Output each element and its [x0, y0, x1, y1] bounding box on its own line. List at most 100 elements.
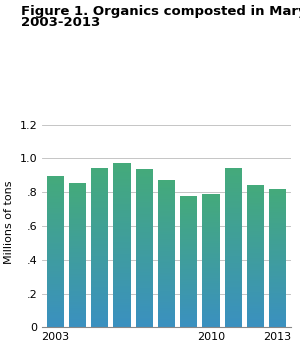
- Bar: [47, 188, 64, 189]
- Bar: [47, 199, 64, 200]
- Bar: [269, 326, 286, 327]
- Bar: [91, 181, 109, 182]
- Bar: [136, 188, 153, 189]
- Bar: [69, 274, 86, 275]
- Bar: [224, 224, 242, 225]
- Bar: [91, 171, 109, 172]
- Bar: [180, 234, 197, 235]
- Bar: [158, 286, 175, 287]
- Bar: [69, 241, 86, 242]
- Bar: [91, 219, 109, 220]
- Bar: [136, 238, 153, 239]
- Bar: [247, 310, 264, 311]
- Bar: [69, 271, 86, 272]
- Bar: [113, 316, 131, 317]
- Bar: [136, 175, 153, 176]
- Bar: [47, 177, 64, 178]
- Bar: [91, 226, 109, 227]
- Bar: [269, 309, 286, 310]
- Bar: [47, 301, 64, 302]
- Bar: [136, 214, 153, 215]
- Bar: [47, 287, 64, 288]
- Bar: [69, 211, 86, 212]
- Bar: [47, 314, 64, 315]
- Bar: [269, 235, 286, 236]
- Bar: [91, 240, 109, 241]
- Bar: [91, 213, 109, 214]
- Bar: [247, 267, 264, 268]
- Bar: [47, 248, 64, 249]
- Bar: [202, 321, 220, 322]
- Bar: [91, 272, 109, 273]
- Bar: [202, 220, 220, 221]
- Bar: [91, 309, 109, 310]
- Bar: [91, 214, 109, 215]
- Bar: [269, 247, 286, 248]
- Bar: [247, 254, 264, 255]
- Bar: [136, 235, 153, 236]
- Bar: [247, 325, 264, 326]
- Bar: [269, 220, 286, 221]
- Bar: [113, 280, 131, 281]
- Bar: [136, 245, 153, 246]
- Bar: [136, 311, 153, 312]
- Bar: [224, 173, 242, 174]
- Bar: [224, 219, 242, 220]
- Bar: [158, 292, 175, 293]
- Bar: [91, 303, 109, 304]
- Bar: [136, 192, 153, 193]
- Bar: [247, 319, 264, 320]
- Bar: [180, 272, 197, 273]
- Bar: [269, 231, 286, 232]
- Bar: [69, 202, 86, 203]
- Bar: [202, 234, 220, 235]
- Bar: [136, 202, 153, 203]
- Bar: [269, 203, 286, 204]
- Bar: [91, 255, 109, 256]
- Bar: [224, 326, 242, 327]
- Bar: [247, 321, 264, 322]
- Bar: [269, 288, 286, 289]
- Bar: [247, 292, 264, 293]
- Bar: [202, 303, 220, 304]
- Bar: [47, 309, 64, 310]
- Bar: [136, 194, 153, 195]
- Bar: [47, 201, 64, 202]
- Bar: [269, 248, 286, 249]
- Bar: [136, 172, 153, 173]
- Bar: [158, 256, 175, 257]
- Bar: [113, 260, 131, 261]
- Bar: [91, 225, 109, 226]
- Bar: [113, 268, 131, 269]
- Bar: [158, 186, 175, 187]
- Bar: [136, 258, 153, 259]
- Bar: [247, 273, 264, 274]
- Bar: [136, 287, 153, 288]
- Bar: [113, 293, 131, 294]
- Bar: [136, 218, 153, 219]
- Bar: [202, 203, 220, 204]
- Bar: [269, 224, 286, 225]
- Bar: [247, 262, 264, 263]
- Bar: [158, 249, 175, 250]
- Bar: [113, 213, 131, 214]
- Bar: [47, 316, 64, 317]
- Bar: [113, 326, 131, 327]
- Bar: [158, 272, 175, 273]
- Bar: [91, 286, 109, 287]
- Bar: [69, 267, 86, 268]
- Bar: [91, 212, 109, 213]
- Bar: [269, 214, 286, 215]
- Bar: [136, 237, 153, 238]
- Bar: [113, 267, 131, 268]
- Bar: [69, 279, 86, 280]
- Bar: [247, 278, 264, 279]
- Bar: [269, 227, 286, 228]
- Bar: [269, 189, 286, 190]
- Bar: [247, 298, 264, 299]
- Bar: [69, 289, 86, 290]
- Bar: [202, 310, 220, 311]
- Bar: [47, 223, 64, 224]
- Bar: [202, 252, 220, 253]
- Bar: [47, 256, 64, 257]
